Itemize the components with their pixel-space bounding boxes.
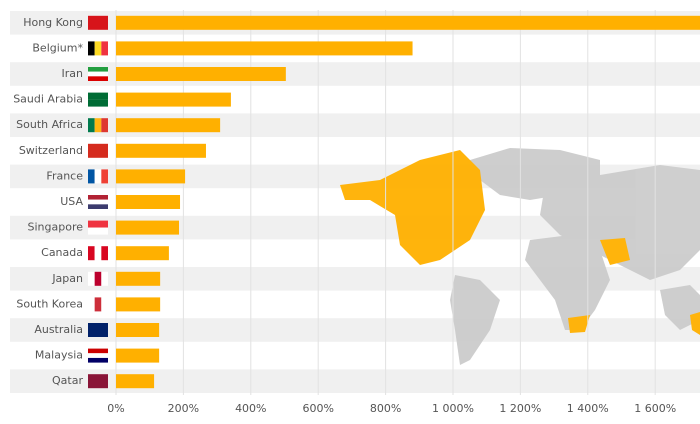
row-band bbox=[10, 87, 700, 112]
row-band bbox=[10, 62, 700, 86]
category-label: USA bbox=[60, 195, 83, 208]
flag bbox=[88, 118, 95, 133]
row-band bbox=[10, 369, 700, 393]
bar bbox=[116, 41, 413, 56]
flag bbox=[88, 220, 108, 228]
category-label: South Korea bbox=[16, 297, 83, 310]
x-tick-label: 400% bbox=[235, 402, 266, 415]
flag bbox=[88, 271, 95, 286]
bar bbox=[116, 15, 700, 30]
flag bbox=[88, 348, 108, 354]
category-label: France bbox=[46, 169, 83, 182]
x-tick-label: 200% bbox=[168, 402, 199, 415]
flag bbox=[94, 297, 102, 312]
flag bbox=[101, 41, 108, 56]
x-tick-label: 1 200% bbox=[499, 402, 541, 415]
world-map bbox=[340, 148, 700, 365]
x-tick-label: 1 400% bbox=[567, 402, 609, 415]
flag bbox=[88, 76, 108, 81]
category-label: Belgium* bbox=[32, 41, 83, 54]
category-label: Switzerland bbox=[19, 144, 83, 157]
category-label: Japan bbox=[51, 272, 83, 285]
flag bbox=[101, 271, 108, 286]
row-band bbox=[10, 215, 700, 240]
flag bbox=[98, 143, 108, 158]
flag bbox=[88, 323, 98, 337]
flag bbox=[88, 169, 95, 184]
flag bbox=[101, 169, 108, 184]
flag bbox=[88, 297, 95, 312]
flag bbox=[88, 99, 108, 107]
flag bbox=[88, 71, 108, 77]
flag bbox=[101, 118, 108, 133]
row-band bbox=[10, 113, 700, 137]
flag bbox=[98, 374, 108, 389]
bar bbox=[116, 297, 161, 312]
flag bbox=[94, 41, 102, 56]
category-label: Singapore bbox=[28, 221, 84, 234]
category-label: Qatar bbox=[52, 374, 83, 387]
category-label: Iran bbox=[62, 67, 84, 80]
flag bbox=[88, 374, 98, 389]
bar bbox=[116, 195, 181, 209]
category-label: South Africa bbox=[16, 118, 83, 131]
x-tick-label: 1 600% bbox=[634, 402, 676, 415]
row-band bbox=[10, 139, 700, 163]
category-label: Malaysia bbox=[35, 349, 83, 362]
category-label: Canada bbox=[41, 246, 83, 259]
flag bbox=[94, 246, 102, 261]
bar bbox=[116, 143, 206, 158]
row-band bbox=[10, 318, 700, 342]
flag bbox=[88, 204, 108, 209]
bar bbox=[116, 67, 286, 81]
bar bbox=[116, 348, 160, 363]
flag bbox=[101, 246, 108, 261]
flag bbox=[94, 169, 102, 184]
row-band bbox=[10, 267, 700, 291]
bar bbox=[116, 118, 221, 133]
flag bbox=[88, 15, 98, 30]
flag bbox=[88, 41, 95, 56]
bar bbox=[116, 92, 231, 107]
flag bbox=[88, 357, 108, 363]
flag bbox=[88, 246, 95, 261]
flag bbox=[88, 67, 108, 72]
flag bbox=[88, 199, 108, 205]
flag bbox=[98, 323, 108, 337]
flag bbox=[94, 118, 102, 133]
x-tick-label: 1 000% bbox=[432, 402, 474, 415]
flag bbox=[98, 15, 108, 30]
bar bbox=[116, 220, 180, 235]
bar bbox=[116, 374, 155, 389]
flag bbox=[88, 195, 108, 200]
x-tick-label: 600% bbox=[302, 402, 333, 415]
x-tick-label: 800% bbox=[370, 402, 401, 415]
flag bbox=[88, 227, 108, 235]
category-label: Saudi Arabia bbox=[13, 93, 83, 106]
bar bbox=[116, 323, 160, 337]
flag bbox=[88, 92, 108, 100]
row-band bbox=[10, 292, 700, 317]
x-tick-label: 0% bbox=[107, 402, 124, 415]
bar bbox=[116, 271, 161, 286]
flag bbox=[101, 297, 108, 312]
bar bbox=[116, 169, 186, 184]
row-band bbox=[10, 343, 700, 368]
flag bbox=[88, 353, 108, 358]
category-label: Australia bbox=[34, 323, 83, 336]
flag bbox=[88, 143, 98, 158]
category-label: Hong Kong bbox=[23, 16, 83, 29]
flag bbox=[94, 271, 102, 286]
bar bbox=[116, 246, 169, 261]
